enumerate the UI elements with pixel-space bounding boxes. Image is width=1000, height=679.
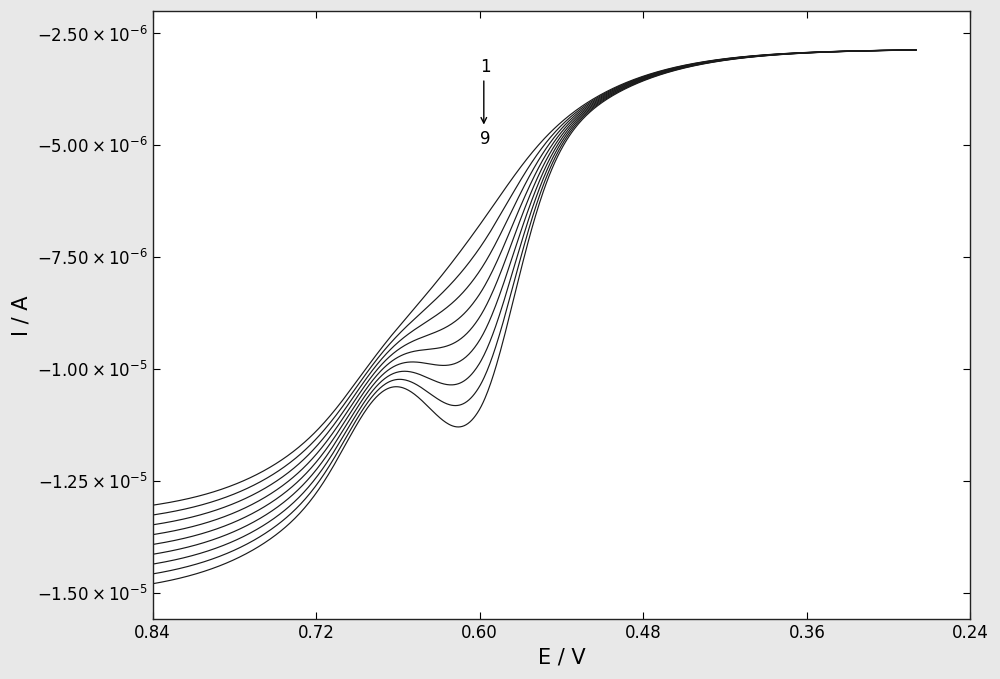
Text: 1: 1 xyxy=(480,58,490,76)
Y-axis label: I / A: I / A xyxy=(11,295,31,335)
X-axis label: E / V: E / V xyxy=(538,648,585,668)
Text: 9: 9 xyxy=(480,130,490,147)
